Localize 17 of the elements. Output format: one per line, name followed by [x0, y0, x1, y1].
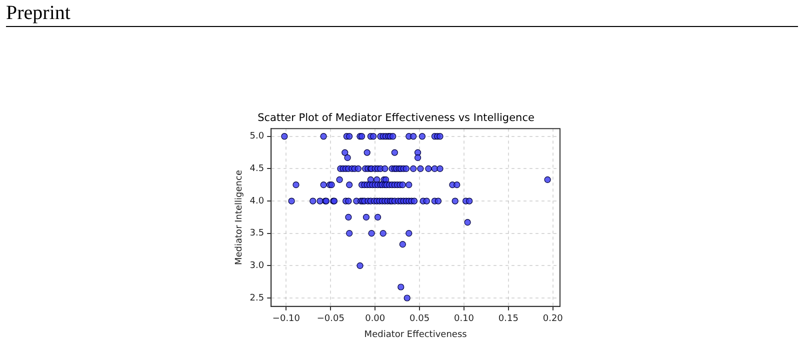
x-tick-label: 0.00	[365, 314, 386, 324]
y-tick-label: 4.0	[250, 196, 264, 206]
y-tick-label: 2.5	[250, 293, 264, 304]
text: Preprint	[6, 2, 798, 27]
x-tick-label: −0.10	[272, 314, 300, 324]
x-tick-label: 0.10	[454, 314, 474, 324]
y-tick-label: 3.5	[250, 228, 264, 239]
y-axis-title: Mediator Intelligence	[234, 170, 245, 265]
x-tick-label: 0.20	[542, 314, 564, 324]
x-tick-label: 0.05	[410, 314, 430, 324]
x-tick-label: −0.05	[316, 314, 344, 324]
y-tick-label: 5.0	[250, 132, 264, 142]
x-axis-title: Mediator Effectiveness	[364, 330, 468, 340]
chart-title: Scatter Plot of Mediator Effectiveness vs Intelligence	[258, 112, 534, 124]
y-tick-label: 3.0	[250, 261, 264, 272]
x-tick-label: 0.15	[498, 314, 518, 324]
y-tick-label: 4.5	[250, 164, 264, 174]
